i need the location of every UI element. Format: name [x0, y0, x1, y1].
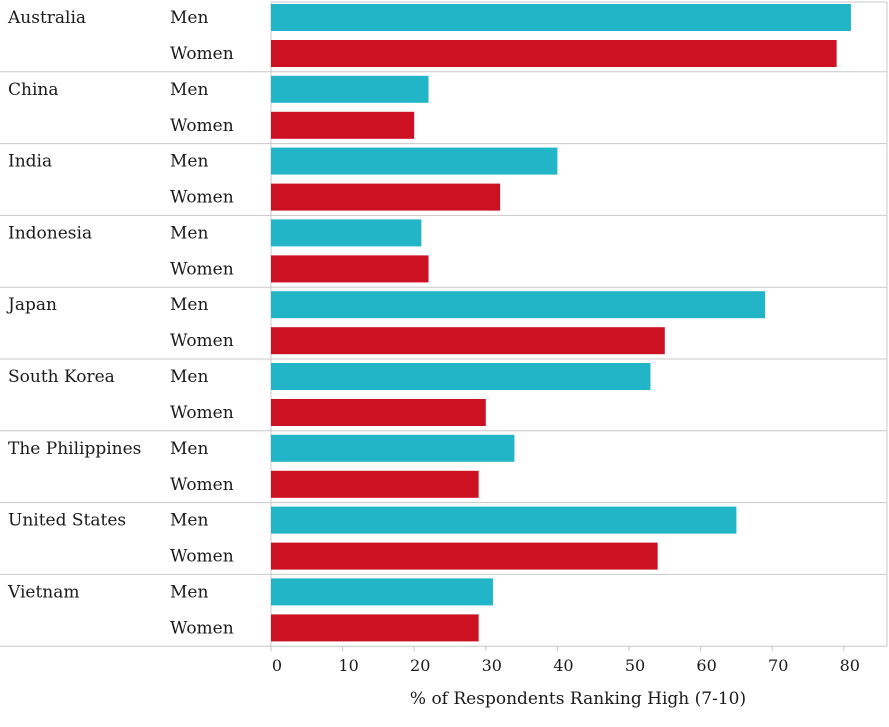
- x-tick-label-40: 40: [553, 656, 573, 675]
- x-tick-label-50: 50: [625, 656, 645, 675]
- bars: [271, 4, 851, 642]
- series-label-the-philippines-women: Women: [170, 475, 234, 495]
- series-label-indonesia-women: Women: [170, 259, 234, 279]
- x-tick-label-80: 80: [840, 656, 860, 675]
- bar-china-men: [271, 75, 429, 103]
- row-separators: [0, 1, 888, 647]
- x-axis-title: % of Respondents Ranking High (7-10): [410, 689, 746, 709]
- bar-japan-men: [271, 291, 766, 319]
- country-label-indonesia: Indonesia: [8, 223, 92, 243]
- series-label-japan-women: Women: [170, 331, 234, 351]
- series-label-indonesia-men: Men: [170, 223, 208, 243]
- x-axis: 0 10 20 30 40 50 60 70 80: [270, 646, 860, 675]
- series-label-south-korea-women: Women: [170, 403, 234, 423]
- country-label-united-states: United States: [8, 511, 126, 531]
- bar-south-korea-men: [271, 363, 651, 390]
- bar-vietnam-men: [271, 578, 493, 606]
- series-label-south-korea-men: Men: [170, 367, 208, 387]
- bar-india-men: [271, 147, 558, 175]
- series-label-india-men: Men: [170, 152, 208, 172]
- series-label-united-states-men: Men: [170, 511, 208, 531]
- country-label-south-korea: South Korea: [8, 367, 115, 387]
- series-label-japan-men: Men: [170, 295, 208, 315]
- bar-united-states-women: [271, 542, 658, 570]
- bar-united-states-men: [271, 506, 737, 534]
- bar-indonesia-men: [271, 219, 422, 247]
- bar-the-philippines-men: [271, 434, 515, 462]
- bar-australia-men: [271, 4, 851, 31]
- series-label-india-women: Women: [170, 188, 234, 208]
- bar-the-philippines-women: [271, 470, 479, 498]
- x-tick-label-70: 70: [768, 656, 788, 675]
- bar-india-women: [271, 183, 501, 211]
- bar-indonesia-women: [271, 255, 429, 283]
- x-tick-label-0: 0: [272, 656, 282, 675]
- bar-south-korea-women: [271, 399, 486, 426]
- x-tick-label-30: 30: [482, 656, 502, 675]
- bar-japan-women: [271, 327, 665, 355]
- series-label-vietnam-women: Women: [170, 618, 234, 638]
- x-tick-label-10: 10: [338, 656, 358, 675]
- series-label-united-states-women: Women: [170, 547, 234, 567]
- series-label-china-women: Women: [170, 116, 234, 136]
- bar-china-women: [271, 111, 415, 139]
- bar-vietnam-women: [271, 614, 479, 642]
- country-label-japan: Japan: [6, 295, 57, 315]
- series-label-the-philippines-men: Men: [170, 439, 208, 459]
- country-label-china: China: [8, 80, 58, 100]
- series-label-australia-women: Women: [170, 44, 234, 64]
- x-tick-label-20: 20: [410, 656, 430, 675]
- series-label-china-men: Men: [170, 80, 208, 100]
- country-label-australia: Australia: [7, 8, 86, 28]
- row-labels: Australia Men Women China Men Women India Men Wo…: [6, 8, 234, 638]
- country-label-india: India: [8, 152, 52, 172]
- bar-australia-women: [271, 40, 837, 67]
- country-label-the-philippines: The Philippines: [8, 439, 141, 459]
- series-label-australia-men: Men: [170, 8, 208, 28]
- x-tick-label-60: 60: [696, 656, 716, 675]
- series-label-vietnam-men: Men: [170, 582, 208, 602]
- country-label-vietnam: Vietnam: [7, 582, 80, 602]
